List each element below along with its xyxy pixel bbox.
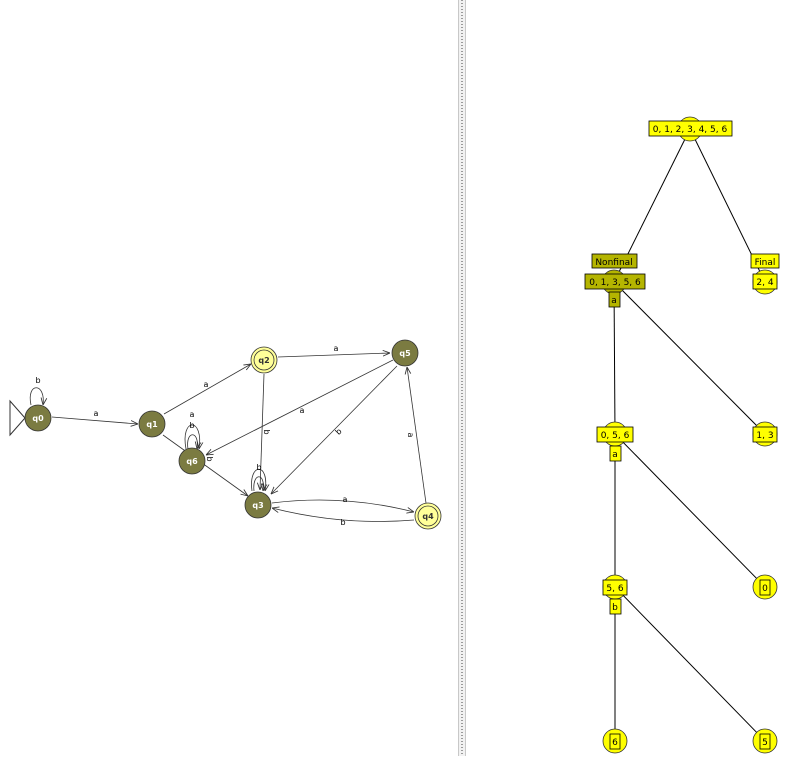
tree-node-label: 0, 1, 2, 3, 4, 5, 6	[653, 125, 728, 135]
state-q1[interactable]: q1	[138, 410, 166, 438]
pane-splitter[interactable]	[458, 0, 466, 756]
state-q2[interactable]: q2	[250, 346, 278, 374]
tree-node-root[interactable]: 0, 1, 2, 3, 4, 5, 6	[648, 116, 733, 142]
tree-node-label: 0, 1, 3, 5, 6	[589, 278, 641, 288]
transition-q0-q1[interactable]: a	[51, 409, 138, 424]
nonfinal-tag: Nonfinal	[595, 258, 632, 268]
splitter-grip	[461, 0, 463, 756]
state-q0[interactable]: q0	[24, 404, 52, 432]
tree-node-label: 5	[762, 738, 768, 748]
tree-node-label: 1, 3	[756, 431, 773, 441]
transition-label: b	[340, 518, 345, 527]
transition-label: a	[334, 344, 339, 353]
transition-label: b	[262, 429, 271, 434]
transition-q0-q0[interactable]: b	[29, 376, 43, 405]
state-label: q2	[258, 356, 269, 365]
transition-q4-q3[interactable]: b	[272, 508, 415, 527]
transition-q4-q5[interactable]: a	[406, 367, 427, 504]
split-symbol: a	[611, 296, 617, 306]
transition-q1-q2[interactable]: a	[163, 364, 251, 415]
state-label: q0	[32, 414, 44, 423]
state-label: q6	[186, 457, 198, 466]
transition-q1-q3[interactable]: b	[162, 434, 248, 496]
tree-node-label: 0	[762, 584, 768, 594]
tree-node-label: 6	[612, 738, 618, 748]
tree-node-label: 0, 5, 6	[601, 431, 630, 441]
final-tag: Final	[755, 258, 776, 268]
tree-node-nonfinal[interactable]: Nonfinal 0, 1, 3, 5, 6 a	[584, 253, 646, 308]
tree-edges	[613, 128, 766, 742]
transition-q2-q3[interactable]: b	[260, 373, 271, 490]
tree-node-final[interactable]: Final 2, 4	[750, 253, 780, 295]
tree-node-label: 5, 6	[606, 584, 623, 594]
state-label: q1	[146, 420, 158, 429]
transition-label: b	[35, 376, 40, 385]
split-symbol: a	[612, 450, 618, 460]
transition-q2-q5[interactable]: a	[277, 344, 390, 358]
tree-node-5[interactable]: 5	[752, 728, 778, 754]
transition-q3-q3[interactable]: b	[251, 463, 266, 491]
transition-label: a	[190, 410, 195, 419]
transition-label: a	[406, 433, 415, 438]
state-q4[interactable]: q4	[414, 502, 442, 530]
transition-q6-q6-a[interactable]: a	[184, 410, 200, 449]
transition-label: a	[94, 409, 99, 418]
tree-node-5-6[interactable]: 5, 6 b	[602, 574, 628, 615]
tree-node-0[interactable]: 0	[752, 574, 778, 600]
automaton-canvas[interactable]: b a a b a b a	[0, 0, 458, 756]
tree-node-6[interactable]: 6	[602, 728, 628, 754]
transition-label: b	[189, 421, 194, 430]
transition-label: a	[300, 406, 305, 415]
tree-node-label: 2, 4	[756, 278, 773, 288]
initial-state-marker	[9, 399, 26, 437]
transition-label: a	[343, 495, 348, 504]
transition-label: b	[256, 463, 261, 472]
state-q5[interactable]: q5	[391, 339, 419, 367]
state-label: q3	[252, 501, 263, 510]
transition-q5-q3[interactable]: b	[271, 365, 398, 494]
tree-node-1-3[interactable]: 1, 3	[752, 421, 778, 447]
state-label: q4	[422, 512, 434, 521]
tree-node-0-5-6[interactable]: 0, 5, 6 a	[596, 421, 634, 462]
state-q6[interactable]: q6	[178, 447, 206, 475]
transition-q5-q6[interactable]: a	[206, 359, 394, 455]
transition-q3-q4[interactable]: a	[271, 495, 414, 512]
transition-label: b	[205, 456, 214, 461]
state-q3[interactable]: q3	[244, 491, 272, 519]
minimize-tree-canvas[interactable]: 0, 1, 2, 3, 4, 5, 6 Nonfinal 0, 1, 3, 5,…	[466, 0, 802, 756]
transition-q6-q6-b[interactable]: b	[187, 421, 198, 449]
transition-label: b	[334, 427, 344, 437]
transition-label: a	[204, 380, 209, 389]
split-symbol: b	[612, 603, 618, 613]
state-label: q5	[399, 349, 411, 358]
